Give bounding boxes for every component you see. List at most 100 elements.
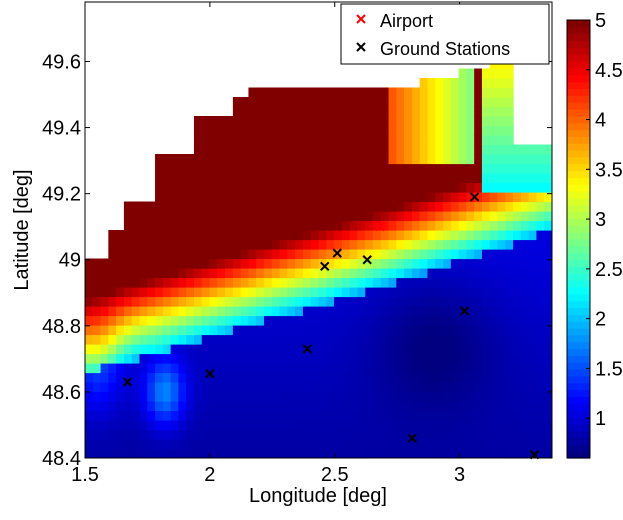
- heatmap-cell: [302, 420, 312, 431]
- heatmap-cell: [466, 420, 475, 431]
- heatmap-cell: [528, 439, 538, 450]
- heatmap-cell: [365, 277, 374, 288]
- heatmap-cell: [147, 230, 156, 241]
- heatmap-cell: [334, 363, 343, 374]
- heatmap-cell: [178, 154, 187, 165]
- heatmap-cell: [474, 125, 483, 136]
- heatmap-cell: [404, 448, 413, 458]
- heatmap-cell: [513, 277, 522, 288]
- x-tick-label: 2.5: [321, 464, 349, 486]
- heatmap-cell: [466, 144, 475, 155]
- heatmap-cell: [318, 268, 327, 279]
- heatmap-cell: [466, 135, 475, 146]
- heatmap-cell: [489, 144, 499, 155]
- heatmap-cell: [489, 68, 499, 79]
- heatmap-cell: [481, 163, 491, 174]
- heatmap-cell: [372, 125, 382, 136]
- heatmap-cell: [287, 382, 296, 393]
- heatmap-cell: [217, 363, 226, 374]
- heatmap-cell: [505, 211, 514, 222]
- heatmap-cell: [108, 268, 117, 279]
- heatmap-cell: [264, 239, 273, 250]
- heatmap-cell: [544, 420, 552, 431]
- heatmap-cell: [513, 258, 522, 269]
- heatmap-cell: [474, 201, 483, 212]
- heatmap-cell: [443, 268, 452, 279]
- heatmap-cell: [170, 372, 179, 383]
- heatmap-cell: [505, 420, 514, 431]
- heatmap-cell: [513, 163, 522, 174]
- heatmap-cell: [326, 287, 335, 298]
- heatmap-cell: [193, 220, 203, 231]
- heatmap-cell: [404, 391, 413, 402]
- heatmap-cell: [155, 401, 164, 412]
- heatmap-cell: [443, 382, 452, 393]
- heatmap-cell: [116, 410, 125, 421]
- heatmap-cell: [186, 239, 195, 250]
- heatmap-cell: [458, 87, 467, 98]
- heatmap-cell: [240, 173, 250, 184]
- heatmap-cell: [513, 239, 522, 250]
- heatmap-cell: [248, 135, 257, 146]
- heatmap-cell: [116, 382, 125, 393]
- heatmap-cell: [147, 334, 156, 345]
- heatmap-cell: [372, 353, 382, 364]
- heatmap-cell: [334, 420, 343, 431]
- heatmap-cell: [248, 258, 257, 269]
- heatmap-cell: [365, 230, 374, 241]
- heatmap-cell: [481, 192, 491, 203]
- heatmap-cell: [225, 125, 234, 136]
- heatmap-cell: [318, 97, 327, 108]
- heatmap-cell: [295, 344, 304, 355]
- heatmap-cell: [279, 97, 288, 108]
- heatmap-cell: [396, 325, 405, 336]
- heatmap-cell: [365, 192, 374, 203]
- heatmap-cell: [365, 353, 374, 364]
- heatmap-cell: [458, 173, 467, 184]
- heatmap-cell: [193, 391, 203, 402]
- heatmap-cell: [287, 106, 296, 117]
- heatmap-cell: [295, 296, 304, 307]
- heatmap-cell: [318, 144, 327, 155]
- heatmap-cell: [520, 192, 530, 203]
- heatmap-cell: [396, 230, 405, 241]
- heatmap-cell: [248, 239, 257, 250]
- colorbar-tick-label: 3: [595, 209, 606, 231]
- heatmap-cell: [474, 192, 483, 203]
- heatmap-cell: [365, 287, 374, 298]
- colorbar-band: [567, 266, 590, 274]
- heatmap-cell: [240, 344, 250, 355]
- heatmap-cell: [256, 201, 265, 212]
- heatmap-cell: [474, 277, 483, 288]
- heatmap-cell: [341, 277, 351, 288]
- heatmap-cell: [256, 420, 265, 431]
- heatmap-cell: [248, 173, 257, 184]
- heatmap-cell: [466, 78, 475, 89]
- heatmap-cell: [544, 258, 552, 269]
- heatmap-cell: [232, 201, 242, 212]
- colorbar-band: [567, 416, 590, 425]
- heatmap-cell: [287, 97, 296, 108]
- heatmap-cell: [341, 353, 351, 364]
- colorbar-band: [567, 150, 590, 158]
- heatmap-cell: [240, 239, 250, 250]
- heatmap-cell: [544, 439, 552, 450]
- heatmap-cell: [123, 410, 133, 421]
- heatmap-cell: [411, 230, 421, 241]
- heatmap-cell: [295, 116, 304, 127]
- heatmap-cell: [349, 448, 359, 458]
- heatmap-cell: [497, 87, 506, 98]
- heatmap-cell: [544, 334, 552, 345]
- heatmap-cell: [365, 410, 374, 421]
- heatmap-cell: [450, 97, 460, 108]
- heatmap-cell: [520, 287, 530, 298]
- heatmap-cell: [497, 116, 506, 127]
- heatmap-cell: [489, 448, 499, 458]
- colorbar-tick-label: 3.5: [595, 159, 623, 181]
- heatmap-cell: [544, 277, 552, 288]
- heatmap-cell: [372, 135, 382, 146]
- heatmap-cell: [520, 220, 530, 231]
- heatmap-cell: [513, 201, 522, 212]
- heatmap-cell: [450, 429, 460, 440]
- heatmap-cell: [201, 182, 211, 193]
